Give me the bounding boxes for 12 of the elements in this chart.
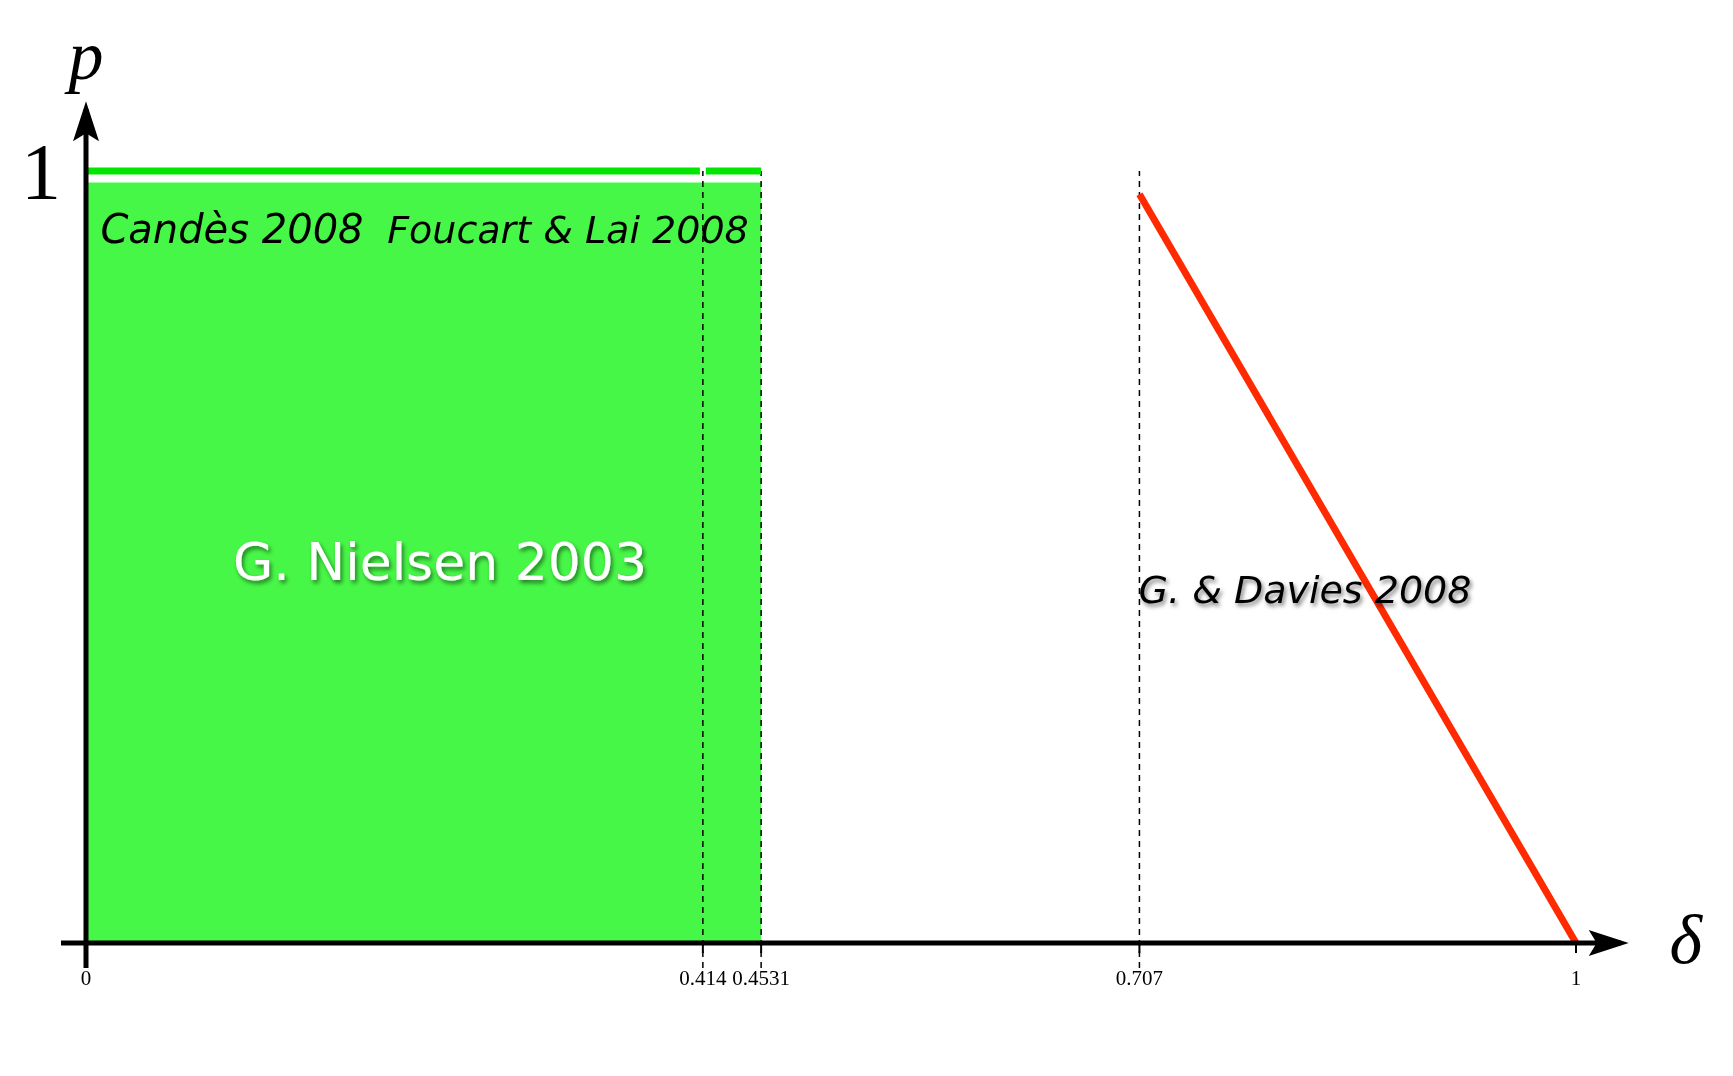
x-tick-label: 1	[1570, 966, 1582, 990]
x-tick-label: 0.4531	[732, 966, 790, 990]
x-tick-label: 0.414	[679, 966, 727, 990]
x-tick-label: 0	[80, 966, 92, 990]
annotation: Foucart & Lai 2008	[387, 207, 749, 252]
text: 1	[21, 128, 61, 217]
x-tick-label: 0.707	[1115, 966, 1164, 990]
annotation: G. & Davies 2008	[1138, 567, 1472, 612]
x-axis-title: δ	[1669, 901, 1704, 978]
y-axis-title: p	[63, 17, 104, 95]
annotation: Candès 2008	[100, 206, 364, 252]
annotation: G. Nielsen 2003	[232, 532, 648, 592]
